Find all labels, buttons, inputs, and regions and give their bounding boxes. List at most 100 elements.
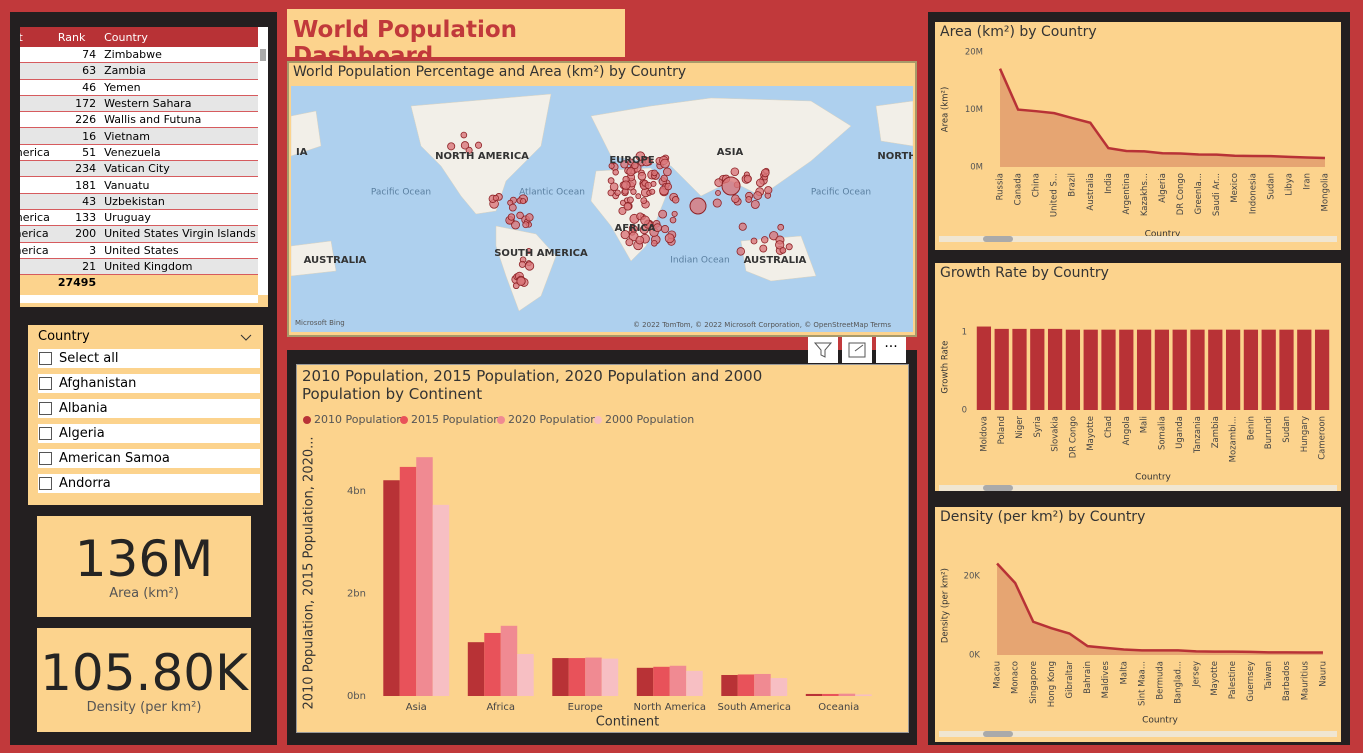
table-cell: Africa [20, 62, 54, 80]
bubble [714, 178, 724, 187]
bar [484, 632, 501, 696]
scrollbar[interactable] [939, 236, 1337, 242]
table-cell: 16 [53, 127, 101, 145]
h-scrollbar[interactable] [20, 295, 258, 303]
table-cell: 226 [53, 111, 101, 129]
x-tick-label: Taiwan [1264, 661, 1274, 691]
checkbox[interactable] [39, 477, 52, 490]
bubble [623, 202, 632, 211]
bar [467, 642, 485, 696]
slicer-item[interactable]: Select all [38, 349, 260, 368]
x-tick-label: Angola [1122, 416, 1132, 445]
map[interactable]: Microsoft Bing © 2022 TomTom, © 2022 Mic… [291, 86, 913, 332]
bubble [607, 177, 615, 185]
bubble [511, 220, 520, 230]
table-row: Europe234Vatican City [20, 160, 258, 178]
scroll-thumb[interactable] [260, 49, 266, 61]
slicer-item[interactable]: Algeria [38, 424, 260, 443]
slicer-item-label: American Samoa [59, 451, 170, 466]
table-cell: Vietnam [100, 127, 258, 145]
land [291, 93, 913, 312]
scrollbar[interactable] [939, 731, 1337, 737]
x-tick-label: Bahrain [1083, 661, 1093, 694]
column-header[interactable]: Rank [53, 27, 101, 47]
scroll-thumb[interactable] [983, 236, 1013, 242]
table-cell: Zambia [100, 62, 258, 80]
checkbox[interactable] [39, 402, 52, 415]
map-label: Pacific Ocean [811, 188, 871, 198]
slicer-item[interactable]: Andorra [38, 474, 260, 493]
y-tick-label: 20M [965, 48, 983, 58]
focus-button[interactable] [842, 337, 872, 363]
bubble [649, 188, 656, 195]
table-cell: Europe [20, 160, 54, 178]
bubble [508, 203, 517, 212]
x-tick-label: Oceania [818, 702, 859, 713]
slicer-item[interactable]: American Samoa [38, 449, 260, 468]
scroll-thumb[interactable] [983, 731, 1013, 737]
bubble [715, 189, 721, 196]
column-header[interactable]: Country [100, 27, 258, 47]
legend-label[interactable]: 2020 Population [508, 413, 597, 426]
x-tick-label: DR Congo [1176, 173, 1186, 215]
x-tick-label: South America [718, 702, 792, 713]
table-row: South America51Venezuela [20, 144, 258, 162]
table-cell: Venezuela [100, 144, 258, 162]
x-tick-label: Greenla... [1194, 173, 1204, 214]
dropdown-icon[interactable] [240, 334, 252, 342]
legend-label[interactable]: 2000 Population [605, 413, 694, 426]
more-options[interactable]: ··· [876, 337, 906, 363]
bubble [621, 180, 631, 190]
slicer-item[interactable]: Afghanistan [38, 374, 260, 393]
x-tick-label: Singapore [1029, 661, 1039, 704]
bubble [516, 211, 524, 220]
y-tick-label: 0 [962, 406, 967, 416]
x-tick-label: Malta [1119, 661, 1129, 684]
table-cell: Asia [20, 127, 54, 145]
x-tick-label: Tanzania [1193, 416, 1203, 454]
column-header[interactable]: Continent [20, 27, 54, 47]
legend-label[interactable]: 2010 Population [314, 413, 403, 426]
x-tick-label: Chad [1104, 416, 1114, 438]
x-tick-label: Europe [568, 702, 603, 713]
bubble [663, 167, 672, 177]
x-axis-title: Country [1135, 473, 1171, 483]
y-axis-title: 2010 Population, 2015 Population, 2020..… [302, 436, 317, 709]
y-axis-title: Density (per km²) [941, 568, 951, 643]
bubble [626, 196, 634, 204]
scrollbar[interactable] [939, 485, 1337, 491]
table-cell: 74 [53, 47, 101, 64]
area-fill [1000, 68, 1325, 167]
bar [1065, 329, 1081, 410]
bubble [644, 181, 652, 189]
bubble [522, 221, 530, 229]
table-cell: Western Sahara [100, 95, 258, 113]
x-tick-label: Poland [997, 416, 1007, 444]
table-cell: 234 [53, 160, 101, 178]
x-tick-label: Algeria [1158, 173, 1168, 203]
checkbox[interactable] [39, 377, 52, 390]
x-tick-label: United S... [1050, 173, 1060, 217]
map-title: World Population Percentage and Area (km… [293, 64, 687, 80]
x-tick-label: Uganda [1175, 416, 1185, 449]
y-tick-label: 0bn [347, 691, 366, 702]
table-cell: Vatican City [100, 160, 258, 178]
x-tick-label: Hungary [1300, 416, 1310, 452]
scrollbar[interactable] [258, 27, 268, 295]
checkbox[interactable] [39, 352, 52, 365]
table-cell: 172 [53, 95, 101, 113]
area-chart: 0M 10M 20M Russia Canada China United S... Braz… [939, 48, 1337, 242]
legend-label[interactable]: 2015 Population [411, 413, 500, 426]
scroll-thumb[interactable] [983, 485, 1013, 491]
bubble [609, 182, 619, 192]
checkbox[interactable] [39, 452, 52, 465]
slicer-item[interactable]: Albania [38, 399, 260, 418]
x-tick-label: China [1032, 173, 1042, 197]
bar [1083, 329, 1098, 410]
card-label: Area (km²) [109, 586, 179, 601]
checkbox[interactable] [39, 427, 52, 440]
filter-button[interactable] [808, 337, 838, 363]
table-cell: 46 [53, 79, 101, 96]
table-cell: Uzbekistan [100, 193, 258, 210]
